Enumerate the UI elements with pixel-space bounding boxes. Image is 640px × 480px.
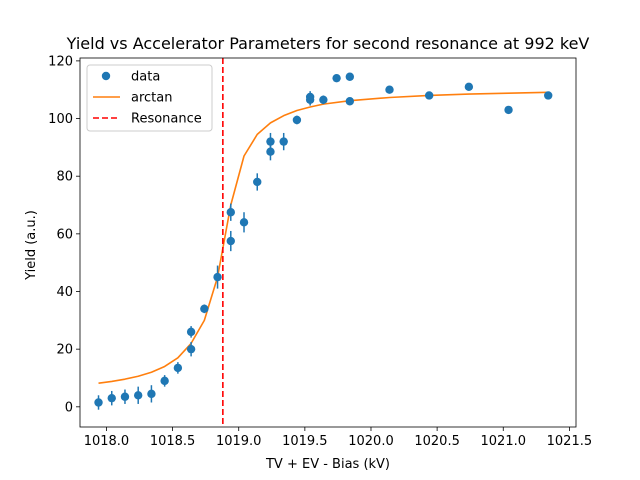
legend: data arctan Resonance	[86, 64, 213, 132]
y-tick-label: 120	[48, 54, 73, 69]
data-point	[385, 85, 394, 94]
y-tick-label: 40	[56, 285, 73, 300]
x-tick-label: 1021.5	[547, 434, 593, 449]
x-tick-label: 1020.0	[348, 434, 394, 449]
data-point	[266, 137, 275, 146]
x-tick-label: 1018.5	[150, 434, 196, 449]
legend-label: Resonance	[131, 112, 202, 127]
x-tick-label: 1020.5	[414, 434, 460, 449]
data-point	[200, 304, 209, 314]
y-tick-label: 100	[48, 112, 73, 127]
data-point	[226, 236, 235, 246]
data-point	[173, 363, 183, 373]
data-point	[424, 91, 434, 100]
y-axis-label: Yield (a.u.)	[24, 210, 39, 281]
data-point	[332, 73, 341, 83]
data-point	[504, 105, 513, 115]
x-tick-label: 1019.0	[216, 434, 262, 449]
data-point	[345, 97, 355, 106]
arctan-fit-line	[98, 91, 549, 384]
data-point	[147, 389, 156, 399]
data-point	[253, 177, 262, 187]
data-point	[160, 376, 169, 386]
data-point	[544, 91, 553, 100]
y-tick-label: 20	[56, 343, 73, 358]
axes-frame	[79, 57, 577, 428]
y-tick-label: 60	[56, 227, 73, 242]
y-tick-label: 0	[65, 400, 73, 415]
y-tick-label: 80	[56, 170, 73, 185]
data-point	[107, 393, 116, 403]
legend-label: arctan	[131, 91, 172, 106]
data-point	[133, 391, 143, 400]
data-point	[94, 398, 103, 407]
data-point	[279, 137, 288, 146]
x-axis-label: TV + EV - Bias (kV)	[265, 457, 390, 472]
chart-title: Yield vs Accelerator Parameters for seco…	[66, 34, 590, 53]
data-point	[464, 82, 474, 92]
legend-box	[86, 64, 213, 132]
data-point	[345, 72, 355, 81]
data-point	[239, 218, 249, 227]
data-point	[120, 392, 130, 401]
x-tick-label: 1018.0	[84, 434, 130, 449]
data-point	[213, 272, 222, 282]
data-point	[305, 95, 315, 105]
series-group	[94, 58, 553, 427]
data-point	[319, 95, 328, 105]
data-point	[292, 115, 302, 125]
data-point	[226, 208, 235, 217]
plot-area: 1018.0 1018.5 1019.0 1019.5 1020.0 1020.5 1021…	[48, 54, 592, 449]
x-tick-label: 1019.5	[282, 434, 328, 449]
data-point	[186, 344, 196, 354]
data-point	[266, 147, 275, 156]
legend-marker-data	[101, 71, 111, 81]
data-point	[186, 327, 196, 337]
x-tick-label: 1021.0	[481, 434, 527, 449]
legend-label: data	[131, 70, 160, 85]
